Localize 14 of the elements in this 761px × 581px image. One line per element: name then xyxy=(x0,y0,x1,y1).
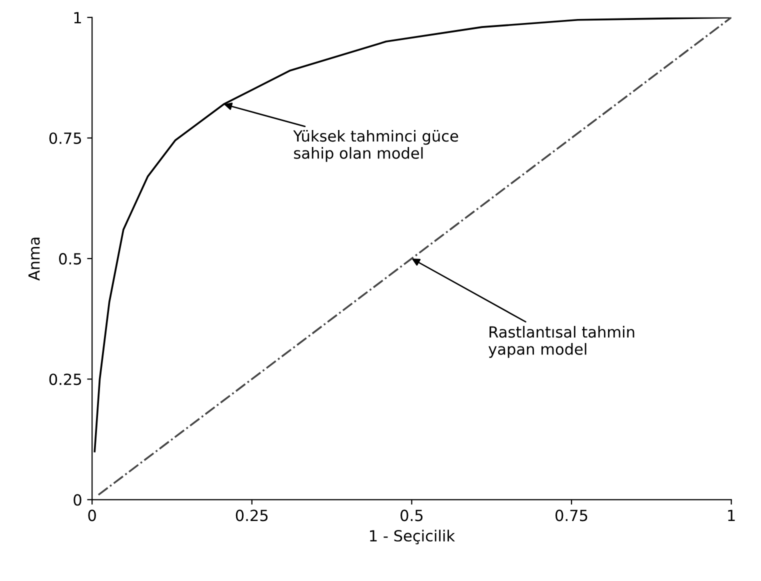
x-tick-label: 0 xyxy=(88,510,96,522)
x-tick-label: 1 xyxy=(728,510,735,521)
x-axis-title: 1 - Seçicilik xyxy=(370,530,455,544)
y-tick-label: 0.5 xyxy=(59,253,82,265)
x-tick-label: 0.25 xyxy=(236,510,268,522)
x-tick-label: 0.75 xyxy=(556,510,588,522)
y-tick-label: 1 xyxy=(74,12,81,24)
annotation: Rastlantısal tahmin yapan model xyxy=(488,326,634,358)
annotation: Yüksek tahminci güce sahip olan model xyxy=(293,130,458,162)
y-tick-label: 0.25 xyxy=(49,374,82,386)
y-tick-label: 0 xyxy=(74,494,82,506)
y-axis-title: Anma xyxy=(28,238,40,281)
x-tick-label: 0.5 xyxy=(400,510,423,522)
y-tick-label: 0.75 xyxy=(49,132,82,144)
